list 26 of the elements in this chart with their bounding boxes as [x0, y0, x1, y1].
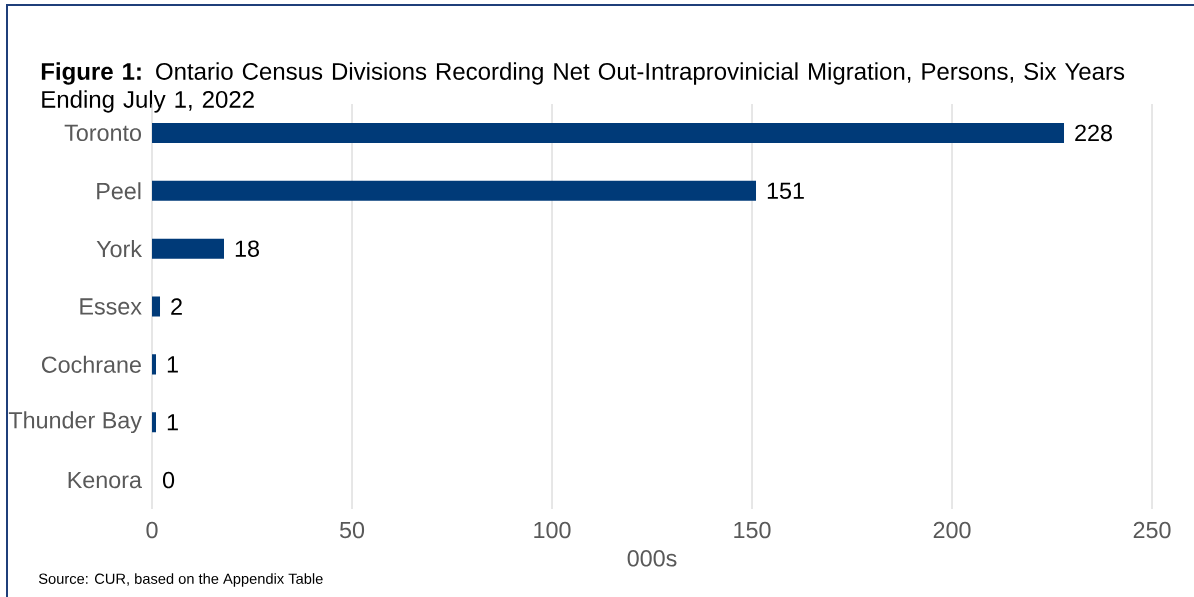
data-label: 18 — [235, 240, 259, 257]
y-tick-label: Toronto — [64, 124, 141, 142]
bar — [152, 180, 757, 201]
x-tick-label: 50 — [339, 521, 365, 539]
y-tick-label: Essex — [80, 298, 142, 315]
data-label: 1 — [167, 356, 178, 373]
y-tick-label: Cochrane — [41, 355, 141, 373]
data-label: 1 — [167, 414, 178, 431]
x-tick-label: 250 — [1133, 521, 1171, 539]
bar — [152, 238, 224, 259]
y-tick-label: York — [96, 240, 143, 258]
x-axis-title: 000s — [627, 550, 677, 567]
y-tick-label: Kenora — [68, 471, 142, 489]
y-tick-label: Peel — [97, 182, 141, 200]
data-label: 2 — [171, 298, 182, 315]
data-label: 0 — [162, 471, 175, 489]
chart-title: Figure 1: Ontario Census Divisions Recording Net Out-Intraprovinicial Migration, Persons, Six Years Ending July 1, 2022 — [41, 62, 1125, 113]
data-label: 151 — [767, 182, 804, 199]
x-tick-label: 0 — [146, 521, 158, 539]
source-note: Source: CUR, based on the Appendix Table — [38, 573, 323, 587]
x-tick-label: 200 — [933, 521, 971, 539]
x-tick-label: 150 — [734, 521, 771, 539]
x-tick-label: 100 — [534, 521, 571, 539]
y-tick-label: Thunder Bay — [8, 411, 142, 434]
bar — [152, 122, 1065, 143]
data-label: 228 — [1075, 124, 1112, 142]
